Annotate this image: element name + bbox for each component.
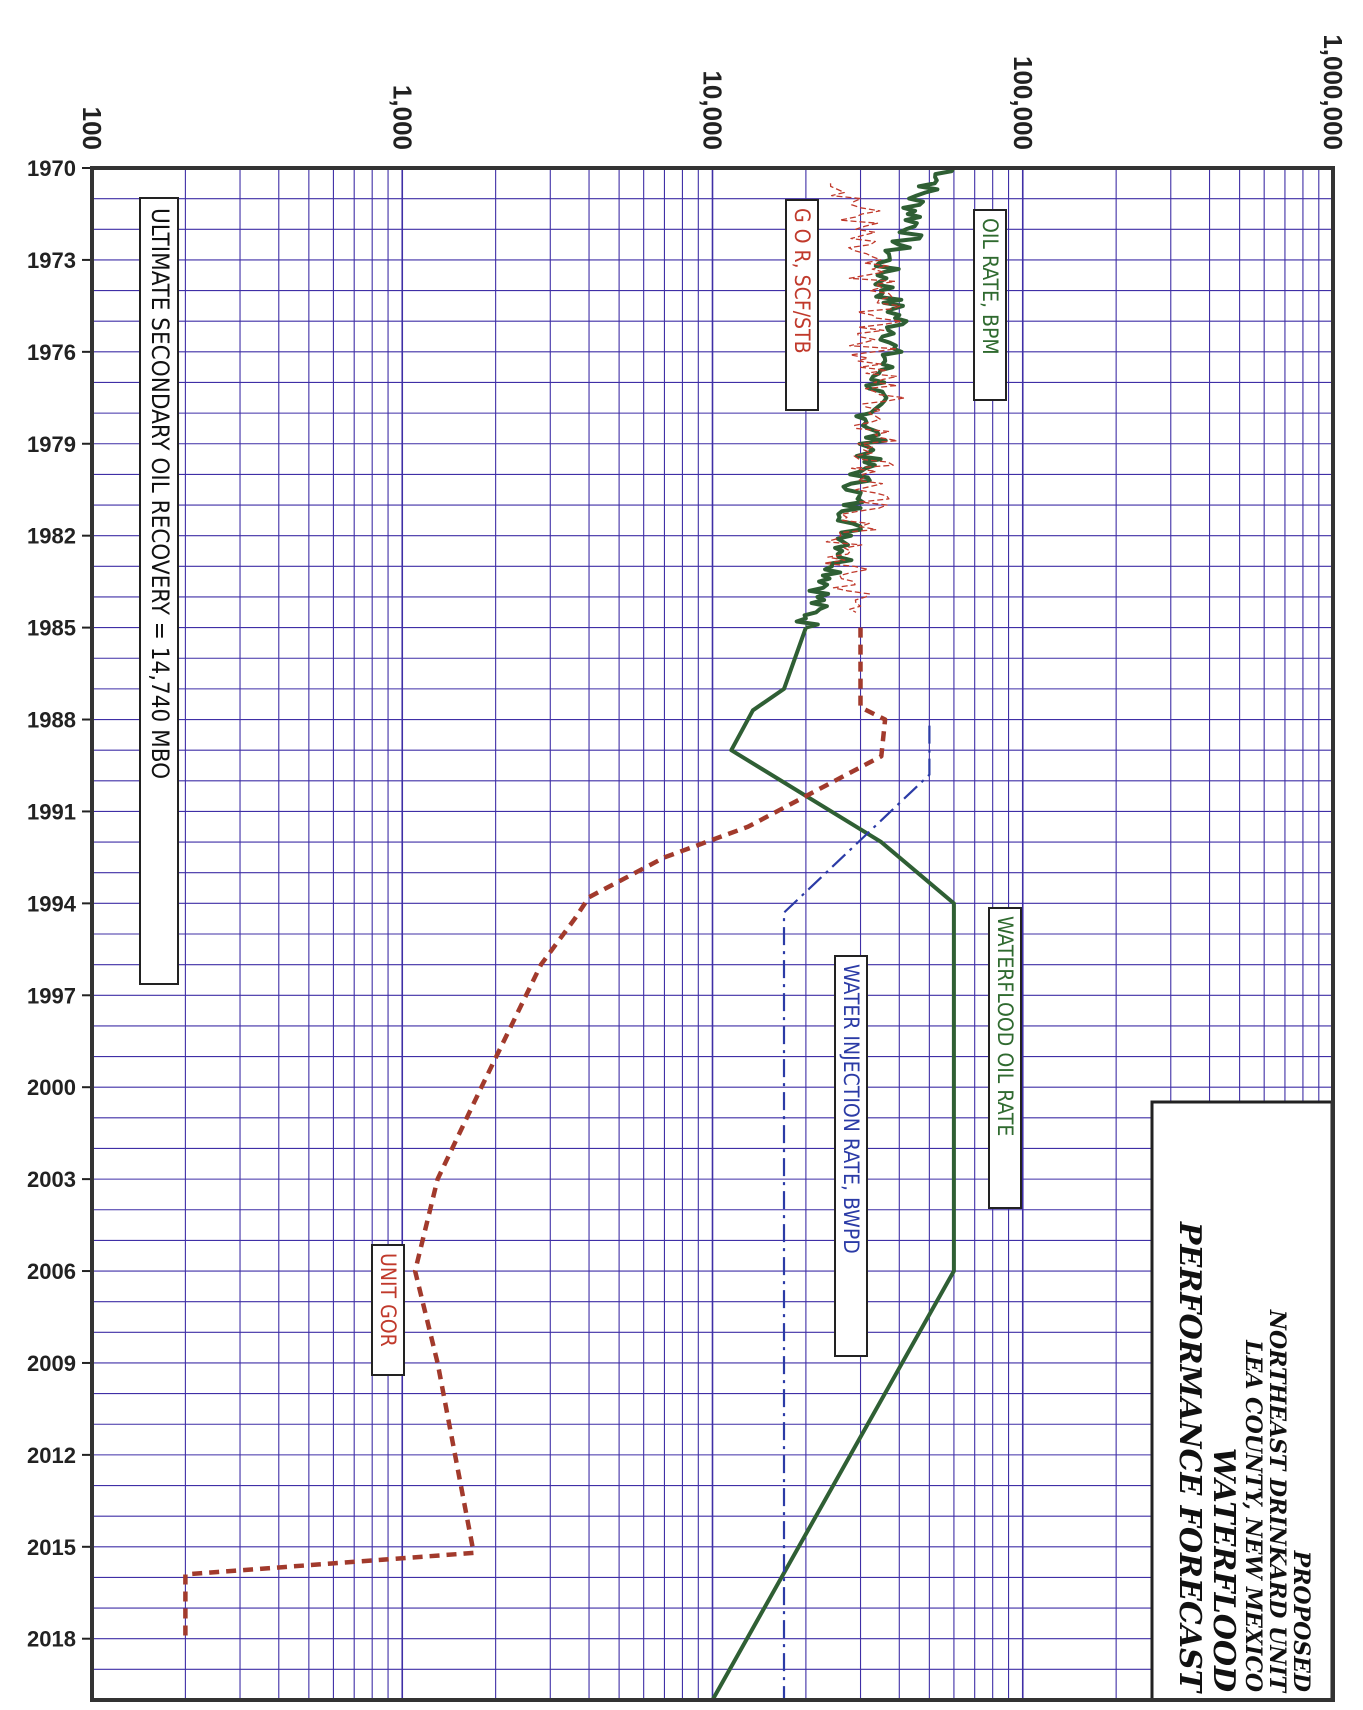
- plot-frame: [90, 166, 1335, 1702]
- axis-ticks: 1970 1973 1976 1979 1982 1985 1988 1991 1994 1997…: [27, 34, 1348, 1651]
- annotation-unit-gor-text: UNIT GOR: [376, 1253, 400, 1347]
- annotation-gor-text: G O R, SCF/STB: [790, 208, 814, 354]
- series-line-water-injection-rate-bwpd: [782, 725, 931, 1700]
- series-line-unit-gor: [183, 627, 888, 1639]
- series-layer: [183, 166, 956, 1701]
- y-tick-label: 1988: [27, 708, 76, 733]
- y-tick-label: 2006: [27, 1259, 76, 1284]
- series-line-g-o-r-scf-stb: [823, 183, 906, 613]
- y-tick-label: 2018: [27, 1627, 76, 1652]
- y-tick-label: 1985: [27, 616, 76, 641]
- plot-grid: [91, 167, 1333, 1701]
- y-tick-label: 2015: [27, 1535, 76, 1560]
- y-tick-label: 2000: [27, 1075, 76, 1100]
- y-tick-label: 2012: [27, 1443, 76, 1468]
- annotation-ultimate-recovery: ULTIMATE SECONDARY OIL RECOVERY = 14,740…: [139, 197, 179, 985]
- x-tick-label: 100,000: [1008, 56, 1038, 150]
- y-tick-label: 1970: [27, 156, 76, 181]
- annotation-waterflood-oil-rate: WATERFLOOD OIL RATE: [988, 907, 1022, 1209]
- title-line3: LEA COUNTY, NEW MEXICO: [1240, 1339, 1266, 1692]
- title-line2: NORTHEAST DRINKARD UNIT: [1264, 1309, 1290, 1694]
- y-tick-label: 1976: [27, 340, 76, 365]
- x-tick-label: 1,000,000: [1318, 34, 1348, 150]
- y-tick-label: 1979: [27, 432, 76, 457]
- y-tick-label: 2009: [27, 1351, 76, 1376]
- title-line5: PERFORMANCE FORECAST: [1172, 1221, 1207, 1695]
- x-tick-label: 10,000: [698, 70, 728, 150]
- y-tick-label: 1991: [27, 799, 76, 824]
- annotation-oil-rate-text: OIL RATE, BPM: [978, 218, 1002, 355]
- annotation-waterflood-oil-rate-text: WATERFLOOD OIL RATE: [993, 916, 1017, 1136]
- annotation-water-injection: WATER INJECTION RATE, BWPD: [834, 955, 868, 1357]
- y-tick-label: 1997: [27, 983, 76, 1008]
- annotation-ultimate-recovery-text: ULTIMATE SECONDARY OIL RECOVERY = 14,740…: [146, 208, 174, 779]
- annotation-unit-gor: UNIT GOR: [371, 1244, 405, 1376]
- y-tick-label: 1973: [27, 248, 76, 273]
- annotation-oil-rate: OIL RATE, BPM: [973, 209, 1007, 401]
- annotation-water-injection-text: WATER INJECTION RATE, BWPD: [839, 964, 863, 1254]
- plot-border: [90, 166, 1335, 1702]
- x-tick-label: 100: [77, 107, 107, 150]
- title-line4: WATERFLOOD: [1206, 1448, 1241, 1692]
- series-line-oil-rate-bpm: [794, 166, 956, 630]
- y-tick-label: 1982: [27, 524, 76, 549]
- y-tick-label: 1994: [27, 891, 77, 916]
- title-line1: PROPOSED: [1288, 1550, 1314, 1692]
- annotation-gor: G O R, SCF/STB: [785, 199, 819, 411]
- y-tick-label: 2003: [27, 1167, 76, 1192]
- x-tick-label: 1,000: [387, 85, 417, 150]
- title-block: PROPOSED NORTHEAST DRINKARD UNIT LEA COU…: [1150, 1100, 1334, 1702]
